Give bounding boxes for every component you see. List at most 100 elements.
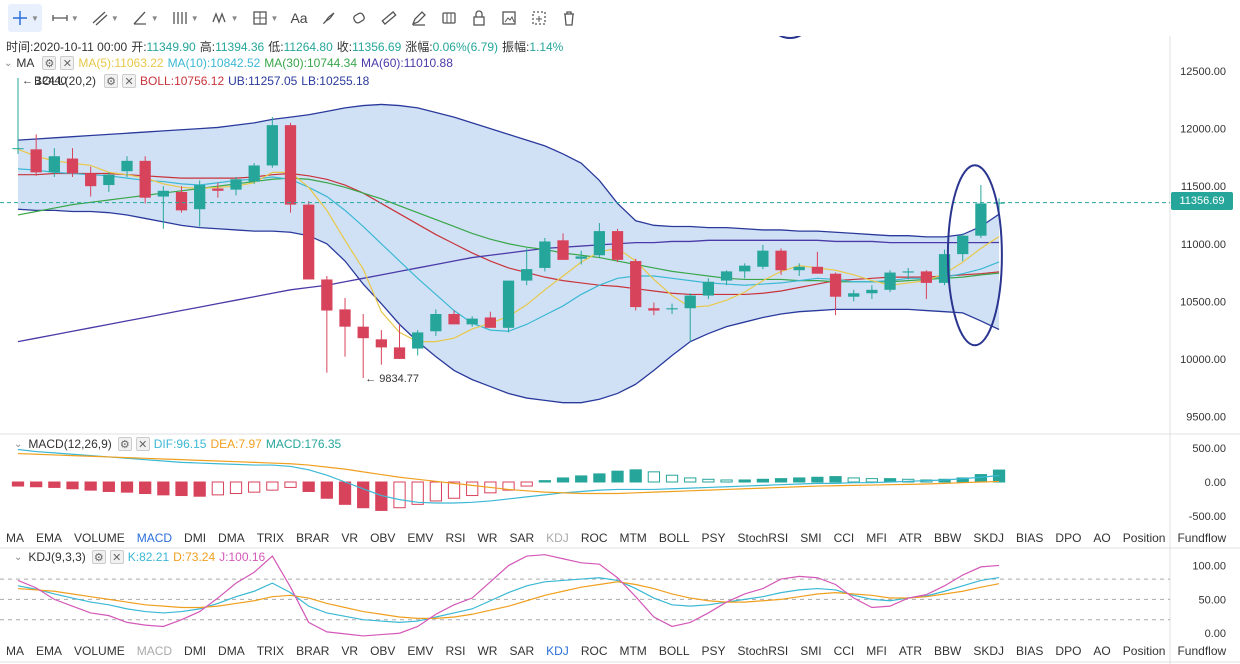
tab-roc[interactable]: ROC — [580, 531, 608, 545]
tab-trix[interactable]: TRIX — [256, 531, 285, 545]
tab-brar[interactable]: BRAR — [296, 644, 330, 658]
candlestick-chart[interactable]: ← 12440 ← 9834.77 9500.00 10000.00 10500.00 1… — [0, 36, 1240, 664]
dropdown-caret-icon[interactable]: ▼ — [190, 13, 199, 23]
dropdown-caret-icon[interactable]: ▼ — [110, 13, 119, 23]
trend-line-tool[interactable]: ▼ — [88, 4, 122, 32]
pencil-icon — [410, 9, 428, 27]
tab-fundflow[interactable]: Fundflow — [1177, 644, 1227, 658]
tab-ma[interactable]: MA — [6, 531, 24, 545]
tab-sar[interactable]: SAR — [509, 531, 535, 545]
dropdown-caret-icon[interactable]: ▼ — [230, 13, 239, 23]
tab-emv[interactable]: EMV — [407, 531, 434, 545]
tab-mfi[interactable]: MFI — [866, 644, 887, 658]
tab-psy[interactable]: PSY — [701, 531, 726, 545]
tab-psy[interactable]: PSY — [701, 644, 726, 658]
tab-ma[interactable]: MA — [6, 644, 24, 658]
angle-tool[interactable]: ▼ — [128, 4, 162, 32]
tab-atr[interactable]: ATR — [898, 531, 923, 545]
selection-tool[interactable] — [527, 4, 551, 32]
tab-ema[interactable]: EMA — [36, 644, 63, 658]
tab-smi[interactable]: SMI — [800, 644, 822, 658]
tab-ao[interactable]: AO — [1093, 644, 1111, 658]
tab-trix[interactable]: TRIX — [256, 644, 285, 658]
tab-brar[interactable]: BRAR — [296, 531, 330, 545]
tab-vr[interactable]: VR — [341, 531, 359, 545]
dropdown-caret-icon[interactable]: ▼ — [70, 13, 79, 23]
tab-volume[interactable]: VOLUME — [74, 644, 125, 658]
collapse-chevron-icon[interactable]: ⌄ — [4, 57, 13, 69]
tab-skdj[interactable]: SKDJ — [973, 644, 1005, 658]
horizontal-line-tool[interactable]: ▼ — [48, 4, 82, 32]
tab-bias[interactable]: BIAS — [1016, 644, 1044, 658]
tab-cci[interactable]: CCI — [833, 644, 855, 658]
macd-close-icon[interactable]: ✕ — [135, 437, 150, 451]
tab-roc[interactable]: ROC — [580, 644, 608, 658]
crosshair-tool[interactable]: ▼ — [8, 4, 42, 32]
tab-rsi[interactable]: RSI — [445, 644, 466, 658]
tab-emv[interactable]: EMV — [407, 644, 434, 658]
tab-bbw[interactable]: BBW — [934, 644, 962, 658]
tab-boll[interactable]: BOLL — [658, 531, 690, 545]
trash-tool[interactable] — [557, 4, 581, 32]
tab-rsi[interactable]: RSI — [445, 531, 466, 545]
tab-obv[interactable]: OBV — [370, 531, 396, 545]
text-tool[interactable]: Aa — [287, 4, 310, 32]
tab-kdj[interactable]: KDJ — [546, 644, 569, 658]
toggle-tool[interactable] — [437, 4, 461, 32]
tab-atr[interactable]: ATR — [898, 644, 923, 658]
tab-macd[interactable]: MACD — [136, 531, 173, 545]
eraser-tool[interactable] — [347, 4, 371, 32]
kdj-close-icon[interactable]: ✕ — [109, 550, 124, 564]
tab-vr[interactable]: VR — [341, 644, 359, 658]
image-tool[interactable] — [497, 4, 521, 32]
kdj-settings-gear-icon[interactable]: ⚙ — [91, 550, 106, 564]
boll-close-icon[interactable]: ✕ — [122, 74, 137, 88]
tab-ao[interactable]: AO — [1093, 531, 1111, 545]
tab-smi[interactable]: SMI — [800, 531, 822, 545]
ma-close-icon[interactable]: ✕ — [60, 56, 75, 70]
lock-tool[interactable] — [467, 4, 491, 32]
tab-fundflow[interactable]: Fundflow — [1177, 531, 1227, 545]
tab-sar[interactable]: SAR — [509, 644, 535, 658]
macd-settings-gear-icon[interactable]: ⚙ — [117, 437, 132, 451]
ma-settings-gear-icon[interactable]: ⚙ — [42, 56, 57, 70]
tab-mtm[interactable]: MTM — [619, 531, 647, 545]
dropdown-caret-icon[interactable]: ▼ — [31, 13, 39, 23]
tab-obv[interactable]: OBV — [370, 644, 396, 658]
price-ytick-label: 10500.00 — [1180, 296, 1226, 308]
dropdown-caret-icon[interactable]: ▼ — [270, 13, 279, 23]
tab-dmi[interactable]: DMI — [184, 644, 207, 658]
tab-volume[interactable]: VOLUME — [74, 531, 125, 545]
tab-stochrsi[interactable]: StochRSI — [737, 531, 789, 545]
tab-dma[interactable]: DMA — [218, 644, 245, 658]
wave-tool[interactable]: ▼ — [208, 4, 242, 32]
tab-mfi[interactable]: MFI — [866, 531, 887, 545]
tab-bbw[interactable]: BBW — [934, 531, 962, 545]
pencil-tool[interactable] — [407, 4, 431, 32]
tab-boll[interactable]: BOLL — [658, 644, 690, 658]
kdj-collapse-chevron-icon[interactable]: ⌄ — [14, 551, 23, 563]
tab-stochrsi[interactable]: StochRSI — [737, 644, 789, 658]
tab-ema[interactable]: EMA — [36, 531, 63, 545]
tab-dmi[interactable]: DMI — [184, 531, 207, 545]
macd-collapse-chevron-icon[interactable]: ⌄ — [14, 438, 23, 450]
rectangle-tool[interactable]: ▼ — [248, 4, 282, 32]
tab-wr[interactable]: WR — [477, 644, 498, 658]
tab-wr[interactable]: WR — [477, 531, 498, 545]
tab-bias[interactable]: BIAS — [1016, 531, 1044, 545]
ruler-tool[interactable] — [377, 4, 401, 32]
tab-dpo[interactable]: DPO — [1055, 531, 1082, 545]
tab-dma[interactable]: DMA — [218, 531, 245, 545]
parallel-lines-tool[interactable]: ▼ — [168, 4, 202, 32]
tab-skdj[interactable]: SKDJ — [973, 531, 1005, 545]
tab-mtm[interactable]: MTM — [619, 644, 647, 658]
boll-settings-gear-icon[interactable]: ⚙ — [104, 74, 119, 88]
tab-dpo[interactable]: DPO — [1055, 644, 1082, 658]
tab-position[interactable]: Position — [1122, 531, 1166, 545]
brush-tool[interactable] — [317, 4, 341, 32]
tab-cci[interactable]: CCI — [833, 531, 855, 545]
tab-position[interactable]: Position — [1122, 644, 1166, 658]
dropdown-caret-icon[interactable]: ▼ — [150, 13, 159, 23]
tab-macd[interactable]: MACD — [136, 644, 173, 658]
tab-kdj[interactable]: KDJ — [546, 531, 569, 545]
